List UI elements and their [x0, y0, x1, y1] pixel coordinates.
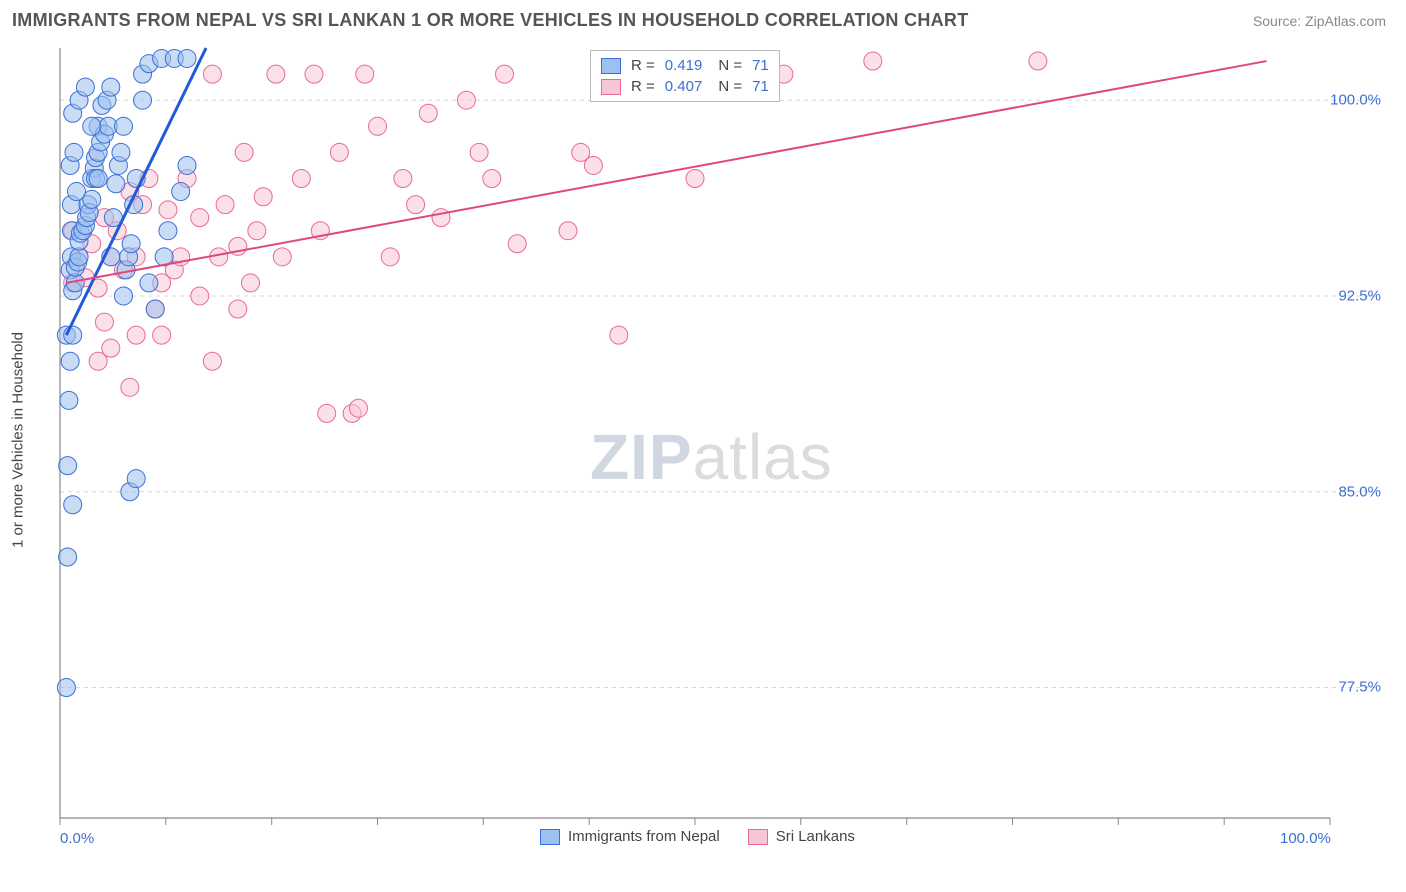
r-label: R =	[631, 78, 655, 95]
correlation-legend: R = 0.419 N = 71 R = 0.407 N = 71	[590, 50, 780, 102]
r-label: R =	[631, 57, 655, 74]
r-value: 0.407	[665, 78, 703, 95]
r-value: 0.419	[665, 57, 703, 74]
legend-label: Immigrants from Nepal	[568, 828, 720, 845]
legend-swatch	[601, 58, 621, 74]
x-axis-max-label: 100.0%	[1280, 830, 1331, 847]
y-axis-label: 1 or more Vehicles in Household	[10, 332, 27, 548]
legend-swatch	[748, 829, 768, 845]
legend-item: Immigrants from Nepal	[540, 828, 720, 845]
n-label: N =	[718, 57, 742, 74]
y-tick-label: 100.0%	[1330, 92, 1381, 109]
chart-title: IMMIGRANTS FROM NEPAL VS SRI LANKAN 1 OR…	[12, 10, 969, 31]
y-tick-label: 77.5%	[1338, 679, 1381, 696]
series-legend: Immigrants from Nepal Sri Lankans	[540, 828, 855, 845]
legend-label: Sri Lankans	[776, 828, 855, 845]
scatter-svg	[50, 40, 1385, 840]
source-attribution: Source: ZipAtlas.com	[1253, 13, 1386, 29]
plot-area: ZIPatlas R =0.419N =71R =0.407N =71 77.5…	[50, 40, 1385, 840]
n-label: N =	[718, 78, 742, 95]
y-tick-label: 85.0%	[1338, 483, 1381, 500]
legend-row: R = 0.419 N = 71	[601, 55, 769, 76]
n-value: 71	[752, 57, 769, 74]
legend-swatch	[540, 829, 560, 845]
legend-item: Sri Lankans	[748, 828, 855, 845]
n-value: 71	[752, 78, 769, 95]
legend-swatch	[601, 79, 621, 95]
legend-row: R = 0.407 N = 71	[601, 76, 769, 97]
y-tick-label: 92.5%	[1338, 287, 1381, 304]
chart-container: 1 or more Vehicles in Household ZIPatlas…	[28, 40, 1388, 840]
x-axis-min-label: 0.0%	[60, 830, 94, 847]
